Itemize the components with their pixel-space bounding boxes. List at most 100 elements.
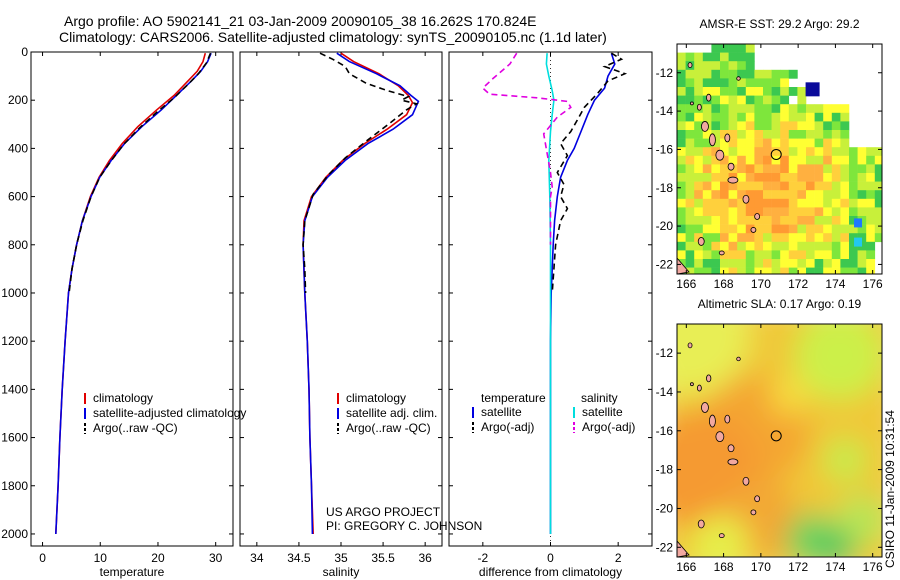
sst-pixel (806, 181, 815, 191)
sst-pixel (754, 241, 764, 251)
sst-pixel (702, 250, 712, 260)
sst-pixel (840, 198, 850, 208)
sst-pixel (702, 112, 712, 122)
sst-pixel (788, 173, 798, 182)
sst-pixel (780, 259, 790, 268)
sst-pixel (677, 173, 686, 182)
sst-pixel (840, 147, 850, 157)
sst-pixel (677, 190, 686, 200)
sst-pixel (806, 147, 815, 157)
sst-pixel (737, 52, 747, 62)
sst-pixel (737, 267, 747, 274)
sst-pixel (771, 95, 781, 105)
sst-pixel (788, 87, 798, 96)
sst-pixel (823, 224, 833, 234)
sst-pixel (866, 233, 876, 243)
sst-pixel (745, 78, 755, 88)
sst-pixel (797, 198, 807, 208)
sst-pixel (763, 233, 772, 243)
sst-pixel (831, 241, 841, 251)
sst-pixel (780, 95, 790, 105)
sst-pixel (711, 147, 721, 157)
sst-pixel (694, 138, 704, 148)
sst-pixel (737, 61, 747, 71)
sst-pixel (711, 198, 721, 208)
sst-pixel (814, 130, 824, 139)
sst-pixel (745, 164, 755, 174)
island (718, 533, 725, 539)
sst-pixel (745, 95, 755, 105)
sst-map-xtick-label: 172 (788, 277, 808, 291)
sst-pixel (780, 164, 790, 174)
sst-pixel (711, 130, 721, 139)
difference-xtick-label: -2 (477, 551, 488, 565)
sst-pixel (823, 241, 833, 251)
sst-pixel (728, 207, 738, 217)
sst-pixel (849, 155, 858, 165)
sst-pixel (677, 198, 686, 208)
sla-map-xtick-label: 170 (751, 560, 771, 574)
sst-pixel (814, 267, 824, 274)
sst-pixel (840, 250, 850, 260)
credit-line1: US ARGO PROJECT (326, 505, 441, 519)
sst-pixel (857, 233, 867, 243)
island (690, 382, 694, 387)
sst-pixel (737, 44, 747, 53)
sst-pixel (866, 224, 876, 234)
sst-pixel (685, 155, 695, 165)
sst-pixel (874, 207, 882, 217)
sst-pixel (737, 78, 747, 88)
temperature-panel: 0 10 20 30 temperature 0 200 400 600 800 1000 1200 1… (1, 45, 234, 579)
sst-pixel (814, 259, 824, 268)
sla-map-xtick-label: 172 (788, 560, 808, 574)
sst-pixel (788, 104, 798, 114)
sst-pixel (685, 173, 695, 182)
sst-pixel (685, 181, 695, 191)
sst-pixel (771, 241, 781, 251)
sst-pixel (806, 224, 815, 234)
sst-pixel (745, 138, 755, 148)
sst-pixel (780, 87, 790, 96)
sst-pixel (694, 233, 704, 243)
sla-map-xtick-label: 174 (825, 560, 845, 574)
sst-pixel (737, 138, 747, 148)
sst-pixel (840, 155, 850, 165)
sst-pixel (737, 250, 747, 260)
sst-pixel (685, 207, 695, 217)
sst-map-xtick-label: 174 (825, 277, 845, 291)
sst-pixel (685, 104, 695, 114)
sst-pixel (745, 233, 755, 243)
sst-pixel (754, 147, 764, 157)
temperature-xtick-label: 10 (94, 551, 108, 565)
sst-pixel (728, 198, 738, 208)
sst-pixel (745, 155, 755, 165)
sst-pixel (806, 190, 815, 200)
sst-pixel (702, 233, 712, 243)
island (696, 384, 702, 392)
sst-pixel (797, 112, 807, 122)
sst-pixel (702, 138, 712, 148)
sst-pixel (797, 259, 807, 268)
sst-pixel (866, 267, 876, 274)
difference-series-group (481, 52, 628, 534)
island (697, 237, 705, 246)
sst-pixel (866, 216, 876, 225)
sst-pixel (728, 44, 738, 53)
sst-pixel (831, 138, 841, 148)
sst-pixel (806, 112, 815, 122)
sst-pixel (823, 267, 833, 274)
sst-pixel (711, 138, 721, 148)
sst-pixel (857, 155, 867, 165)
sst-pixel (711, 190, 721, 200)
sst-pixel (780, 198, 790, 208)
sst-pixel (849, 267, 858, 274)
sst-pixel (763, 224, 772, 234)
sst-pixel (728, 190, 738, 200)
sst-pixel (780, 181, 790, 191)
sst-pixel (866, 198, 876, 208)
sst-pixel (866, 190, 876, 200)
sst-pixel (797, 190, 807, 200)
island (742, 476, 750, 486)
sst-pixel (806, 155, 815, 165)
sst-pixel (857, 259, 867, 268)
